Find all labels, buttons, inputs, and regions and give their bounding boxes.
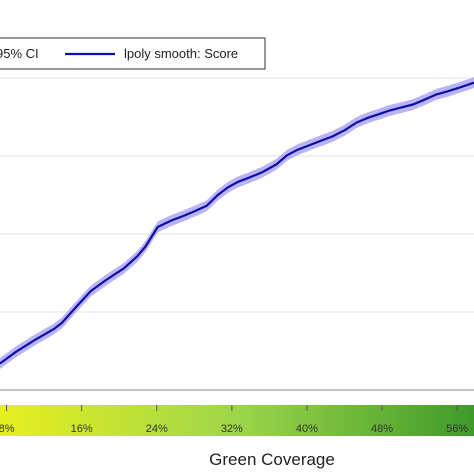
x-tick-label-4: 40% (296, 423, 318, 435)
legend: 95% CI lpoly smooth: Score (0, 37, 266, 70)
legend-label-line: lpoly smooth: Score (124, 46, 238, 61)
series-line-lpoly-smooth (0, 81, 474, 365)
colorbar (0, 405, 474, 436)
legend-entry-line: lpoly smooth: Score (65, 46, 238, 61)
legend-entry-ci: 95% CI (0, 46, 39, 61)
x-tick-label-6: 56% (446, 423, 468, 435)
gridlines (0, 77, 474, 313)
x-tick-label-0: 8% (0, 423, 15, 435)
x-tick-label-3: 32% (221, 423, 243, 435)
ci-band (0, 77, 474, 369)
x-tick-label-2: 24% (146, 423, 168, 435)
x-axis-title: Green Coverage (209, 450, 335, 469)
x-tick-label-5: 48% (371, 423, 393, 435)
x-ticks: 8% 16% 24% 32% 40% 48% 56% (0, 405, 468, 435)
plot-area (0, 77, 474, 391)
x-tick-label-1: 16% (71, 423, 93, 435)
colorbar-axis: 8% 16% 24% 32% 40% 48% 56% (0, 405, 474, 436)
legend-box (0, 37, 266, 70)
legend-label-ci: 95% CI (0, 46, 39, 61)
